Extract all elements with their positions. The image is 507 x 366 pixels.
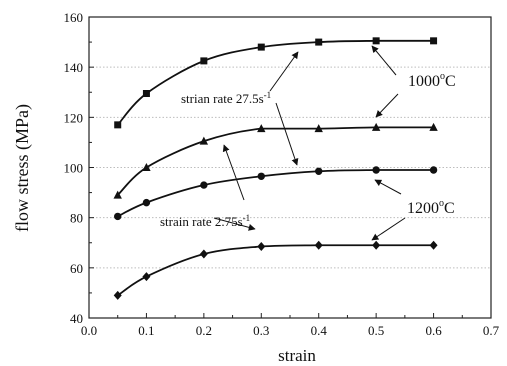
- x-axis-title: strain: [278, 346, 316, 365]
- grid: [89, 66, 491, 269]
- data-point-circle: [114, 212, 122, 221]
- data-point-triangle: [371, 122, 381, 131]
- y-tick-label: 40: [70, 311, 83, 326]
- x-tick-label: 0.0: [81, 323, 97, 338]
- annotation-arrow: [371, 45, 397, 76]
- annotation-arrow: [374, 179, 402, 195]
- data-point-diamond: [429, 240, 438, 250]
- annotation-strain-rate-high: strian rate 27.5s-1: [181, 90, 271, 106]
- data-point-triangle: [314, 124, 323, 133]
- data-point-diamond: [199, 249, 208, 259]
- annotation-arrow: [375, 93, 399, 118]
- annotation-temp-1200: 1200oC: [407, 198, 455, 217]
- x-tick-label: 0.7: [483, 323, 500, 338]
- data-point-square: [200, 57, 208, 65]
- series-circle-line: [117, 169, 434, 218]
- y-tick-label: 60: [70, 261, 83, 276]
- data-point-diamond: [257, 242, 266, 252]
- y-tick-label: 80: [70, 211, 83, 226]
- data-point-diamond: [142, 272, 151, 282]
- data-point-circle: [200, 181, 208, 189]
- data-point-circle: [372, 166, 380, 174]
- annotation-arrow: [269, 51, 299, 92]
- x-tick-label: 0.1: [138, 323, 154, 338]
- data-point-triangle: [257, 124, 266, 133]
- data-point-square: [142, 90, 150, 98]
- x-tick-label: 0.6: [425, 323, 442, 338]
- data-point-circle: [429, 166, 438, 174]
- data-point-square: [430, 37, 438, 45]
- series-triangle-line: [117, 126, 434, 196]
- annotation-arrow: [371, 217, 406, 241]
- axis-ticks: 40 60 80 100 120 140 160 0.0 0.1 0.2 0.3 0.4 0.5 0.6 0…: [64, 10, 500, 338]
- data-point-circle: [142, 198, 151, 207]
- annotation-arrow: [213, 217, 256, 231]
- data-series: [117, 39, 434, 297]
- data-point-square: [114, 121, 122, 129]
- x-tick-label: 0.4: [311, 323, 328, 338]
- x-tick-label: 0.3: [253, 323, 269, 338]
- annotation-arrows: [213, 45, 406, 241]
- data-point-circle: [257, 172, 265, 180]
- annotation-strain-rate-low: strain rate 2.75s-1: [160, 213, 250, 229]
- data-point-diamond: [314, 240, 323, 250]
- annotation-arrow: [275, 102, 299, 166]
- y-tick-label: 120: [64, 110, 84, 125]
- series-diamond-line: [117, 244, 434, 297]
- data-markers: [113, 37, 438, 300]
- x-tick-label: 0.5: [368, 323, 384, 338]
- annotation-arrow: [222, 144, 245, 201]
- x-tick-label: 0.2: [196, 323, 212, 338]
- data-point-square: [315, 38, 323, 46]
- data-point-diamond: [372, 240, 381, 250]
- y-axis-title: flow stress (MPa): [12, 104, 33, 232]
- y-tick-label: 160: [64, 10, 84, 25]
- y-tick-label: 140: [64, 60, 84, 75]
- data-point-square: [372, 37, 380, 45]
- data-point-circle: [315, 167, 323, 175]
- data-point-square: [257, 43, 265, 51]
- data-point-triangle: [142, 163, 151, 171]
- data-point-diamond: [113, 290, 122, 300]
- data-point-triangle: [113, 190, 122, 199]
- data-point-triangle: [199, 136, 209, 145]
- y-tick-label: 100: [64, 161, 84, 176]
- data-point-triangle: [429, 122, 438, 131]
- annotation-temp-1000: 1000oC: [408, 71, 456, 90]
